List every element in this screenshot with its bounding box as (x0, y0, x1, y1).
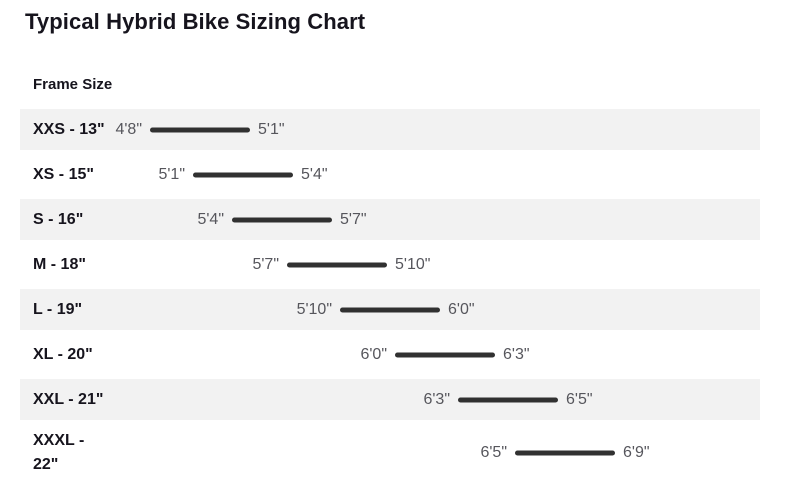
size-row: XL - 20" 6'0" 6'3" (20, 334, 760, 375)
height-range-bar (515, 450, 615, 456)
height-range-bar (287, 262, 387, 267)
max-height-label: 6'9" (623, 444, 650, 461)
frame-size-label: XXXL - 22" (33, 432, 85, 473)
size-row: S - 16" 5'4" 5'7" (20, 199, 760, 240)
page-title: Typical Hybrid Bike Sizing Chart (25, 9, 366, 34)
min-height-label: 5'4" (197, 210, 224, 228)
height-range-bar (340, 307, 440, 312)
frame-size-label: XL - 20" (33, 345, 93, 363)
size-row: XXS - 13" 4'8" 5'1" (20, 109, 760, 150)
frame-size-label: M - 18" (33, 255, 86, 273)
min-height-label: 5'7" (252, 255, 279, 273)
size-row: M - 18" 5'7" 5'10" (20, 244, 760, 285)
max-height-label: 6'3" (503, 345, 530, 363)
size-row: XXL - 21" 6'3" 6'5" (20, 379, 760, 420)
size-row: L - 19" 5'10" 6'0" (20, 289, 760, 330)
min-height-label: 6'3" (423, 390, 450, 408)
min-height-label: 5'1" (158, 165, 185, 183)
height-range-bar (232, 217, 332, 222)
size-row: XXXL - 22" 6'5" 6'9" (20, 424, 760, 482)
height-range-bar (150, 127, 250, 132)
min-height-label: 6'5" (480, 444, 507, 461)
size-row: XS - 15" 5'1" 5'4" (20, 154, 760, 195)
frame-size-column-header: Frame Size (33, 76, 113, 93)
max-height-label: 5'10" (395, 255, 431, 273)
frame-size-label: XXL - 21" (33, 390, 104, 408)
min-height-label: 6'0" (360, 345, 387, 363)
frame-size-label: XXS - 13" (33, 120, 105, 138)
min-height-label: 5'10" (296, 300, 332, 318)
min-height-label: 4'8" (115, 120, 142, 138)
frame-size-label: XS - 15" (33, 165, 94, 183)
height-range-bar (458, 397, 558, 402)
height-range-bar (395, 352, 495, 357)
max-height-label: 6'0" (448, 300, 475, 318)
max-height-label: 6'5" (566, 390, 593, 408)
max-height-label: 5'7" (340, 210, 367, 228)
height-range-bar (193, 172, 293, 177)
frame-size-label: S - 16" (33, 210, 84, 228)
max-height-label: 5'4" (301, 165, 328, 183)
chart-rows: XXS - 13" 4'8" 5'1" XS - 15" 5'1" 5'4" S… (20, 109, 760, 486)
max-height-label: 5'1" (258, 120, 285, 138)
frame-size-label: L - 19" (33, 300, 83, 318)
